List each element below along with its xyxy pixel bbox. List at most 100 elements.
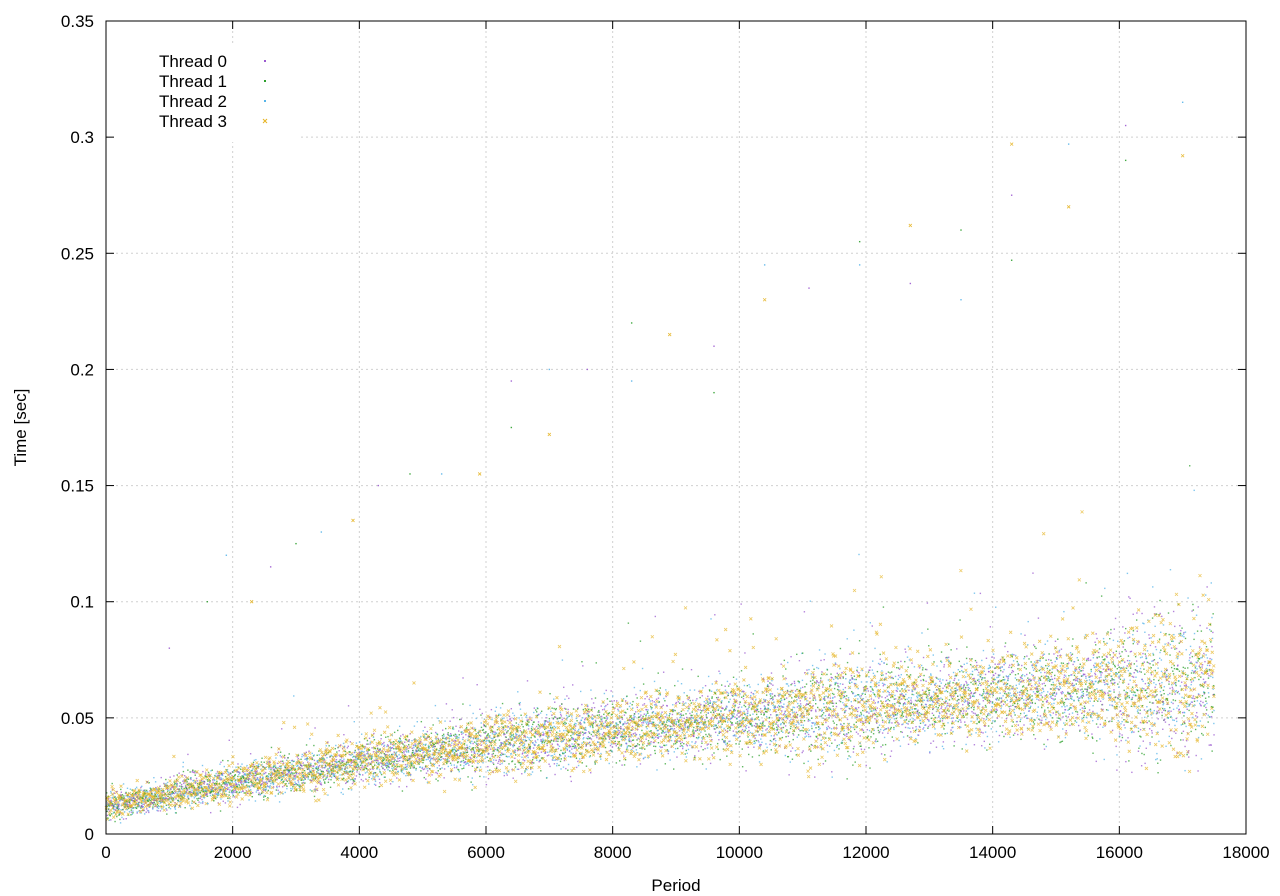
point-thread-2: [112, 808, 115, 811]
point-thread-1: [549, 692, 551, 695]
point-thread-0: [623, 714, 626, 716]
point-thread-0: [138, 804, 140, 807]
point-thread-1: [262, 766, 264, 768]
point-thread-1: [448, 740, 450, 742]
point-thread-1: [593, 751, 595, 754]
point-thread-2: [262, 773, 265, 775]
point-thread-2: [429, 760, 431, 762]
point-thread-3: [318, 748, 323, 752]
point-thread-0: [332, 773, 334, 775]
point-thread-1: [288, 769, 291, 772]
point-thread-1: [560, 758, 562, 760]
point-thread-3: [227, 763, 231, 768]
point-thread-0: [453, 766, 456, 769]
point-thread-1: [603, 713, 605, 716]
point-thread-3: [232, 777, 236, 782]
point-thread-1: [173, 783, 176, 785]
point-thread-2: [550, 710, 552, 713]
point-thread-1: [390, 753, 393, 756]
point-thread-2: [387, 769, 389, 771]
point-thread-1: [604, 717, 606, 719]
point-thread-2: [452, 750, 454, 752]
point-thread-3: [240, 797, 244, 801]
point-thread-1: [383, 758, 386, 760]
point-thread-2: [347, 763, 349, 766]
point-thread-1: [314, 777, 317, 780]
point-thread-1: [477, 746, 479, 749]
point-thread-0: [251, 765, 254, 768]
point-thread-1: [303, 764, 305, 766]
point-thread-2: [391, 767, 393, 770]
point-thread-1: [567, 769, 569, 771]
point-thread-0: [399, 760, 401, 762]
point-thread-0: [569, 775, 572, 778]
point-thread-2: [508, 755, 510, 758]
point-thread-0: [547, 754, 550, 756]
point-thread-2: [383, 744, 386, 747]
point-thread-2: [139, 793, 141, 796]
point-thread-1: [297, 768, 299, 770]
point-thread-2: [466, 744, 468, 746]
point-thread-2: [606, 717, 609, 719]
point-thread-1: [558, 764, 560, 767]
point-thread-2: [561, 741, 563, 743]
point-thread-2: [623, 735, 626, 737]
point-thread-2: [147, 810, 150, 812]
point-thread-1: [594, 697, 597, 699]
point-thread-1: [214, 797, 217, 800]
point-thread-1: [470, 781, 472, 783]
point-thread-0: [391, 746, 394, 749]
point-thread-0: [159, 785, 161, 787]
point-thread-0: [580, 723, 582, 725]
point-thread-3: [259, 773, 264, 777]
point-thread-2: [586, 704, 589, 706]
point-thread-2: [301, 755, 303, 758]
point-thread-2: [262, 777, 264, 779]
point-thread-2: [222, 791, 224, 793]
point-thread-2: [583, 722, 586, 724]
point-thread-0: [157, 810, 159, 812]
point-thread-1: [162, 801, 164, 803]
point-thread-0: [561, 718, 563, 721]
point-thread-2: [545, 714, 548, 716]
point-thread-1: [165, 778, 167, 781]
point-thread-0: [207, 789, 209, 792]
point-thread-1: [563, 738, 565, 741]
point-thread-0: [581, 703, 583, 706]
point-thread-0: [499, 763, 501, 766]
point-thread-2: [600, 728, 603, 730]
point-thread-3: [305, 722, 310, 726]
point-thread-1: [322, 758, 324, 760]
point-thread-1: [218, 772, 220, 775]
point-thread-2: [448, 737, 451, 740]
point-thread-2: [338, 767, 340, 770]
point-thread-1: [624, 759, 627, 761]
point-thread-0: [510, 719, 513, 722]
point-thread-1: [402, 743, 404, 745]
point-thread-1: [479, 753, 482, 755]
point-thread-2: [372, 736, 375, 738]
point-thread-1: [239, 768, 242, 770]
point-thread-0: [157, 789, 159, 791]
point-thread-1: [469, 741, 471, 743]
point-thread-0: [634, 711, 637, 713]
point-thread-2: [189, 804, 191, 807]
point-thread-0: [451, 709, 453, 711]
point-thread-2: [597, 730, 600, 733]
point-thread-3: [304, 753, 308, 758]
point-thread-1: [429, 768, 431, 770]
point-thread-2: [303, 775, 305, 777]
point-thread-1: [170, 801, 172, 803]
point-thread-0: [490, 708, 493, 711]
point-thread-0: [146, 781, 149, 783]
point-thread-1: [556, 731, 558, 733]
point-thread-0: [368, 737, 371, 740]
point-thread-1: [274, 770, 276, 773]
point-thread-2: [126, 804, 128, 806]
point-thread-2: [422, 743, 425, 746]
point-thread-0: [635, 693, 637, 696]
point-thread-1: [337, 772, 339, 774]
point-thread-0: [376, 744, 378, 747]
point-thread-0: [242, 771, 244, 774]
point-thread-2: [460, 742, 463, 744]
